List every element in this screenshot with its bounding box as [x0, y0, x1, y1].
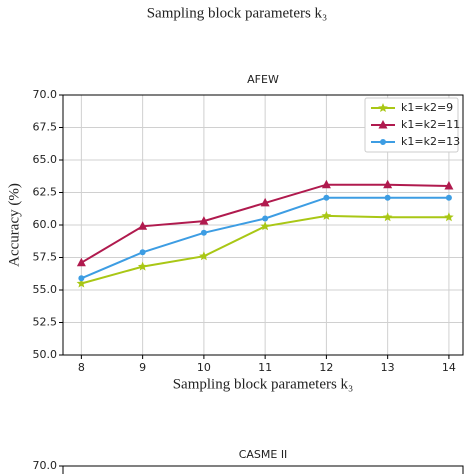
- marker: [260, 197, 270, 207]
- marker: [382, 212, 393, 222]
- x-tick-label: 9: [139, 361, 146, 374]
- y-tick-label: 70.0: [33, 459, 58, 472]
- y-tick-label: 67.5: [33, 121, 58, 134]
- marker: [78, 275, 85, 282]
- y-tick-label: 57.5: [33, 251, 58, 264]
- x-tick-label: 11: [258, 361, 272, 374]
- plot-frame: [62, 94, 464, 356]
- y-tick-label: 65.0: [33, 153, 58, 166]
- y-axis-label: Accuracy (%): [6, 183, 22, 267]
- marker: [199, 251, 209, 261]
- legend: [364, 97, 459, 153]
- legend-label: k1=k2=9: [401, 101, 453, 114]
- marker: [200, 229, 207, 236]
- marker: [444, 212, 454, 222]
- x-tick-label: 14: [442, 361, 456, 374]
- x-axis-label: Sampling block parameters k₃: [147, 5, 328, 21]
- marker: [76, 278, 87, 288]
- marker: [378, 120, 388, 129]
- marker: [199, 216, 209, 225]
- marker: [380, 139, 386, 145]
- x-tick-label: 8: [78, 361, 85, 374]
- marker: [139, 249, 146, 256]
- marker: [383, 179, 393, 189]
- marker: [76, 257, 86, 267]
- marker: [137, 261, 148, 271]
- x-tick-label: 10: [197, 361, 211, 374]
- x-axis-label: Sampling block parameters k₃: [173, 376, 354, 392]
- x-tick-label: 13: [381, 361, 395, 374]
- marker: [262, 215, 269, 222]
- plot-frame: [62, 465, 464, 474]
- legend-label: k1=k2=11: [401, 118, 460, 131]
- y-tick-label: 70.0: [33, 88, 58, 101]
- marker: [321, 179, 331, 189]
- marker: [384, 194, 391, 201]
- marker: [321, 210, 332, 220]
- chart-title: AFEW: [247, 73, 279, 86]
- chart-title: CASME II: [239, 448, 288, 461]
- x-tick-label: 12: [319, 361, 333, 374]
- y-tick-label: 62.5: [33, 186, 58, 199]
- marker: [323, 194, 330, 201]
- marker: [378, 103, 388, 112]
- y-tick-label: 60.0: [33, 218, 58, 231]
- marker: [445, 194, 452, 201]
- marker: [138, 221, 148, 230]
- legend-label: k1=k2=13: [401, 135, 460, 148]
- y-tick-label: 55.0: [33, 283, 58, 296]
- y-tick-label: 52.5: [33, 316, 58, 329]
- marker: [260, 221, 270, 231]
- y-tick-label: 50.0: [33, 348, 58, 361]
- marker: [444, 181, 454, 190]
